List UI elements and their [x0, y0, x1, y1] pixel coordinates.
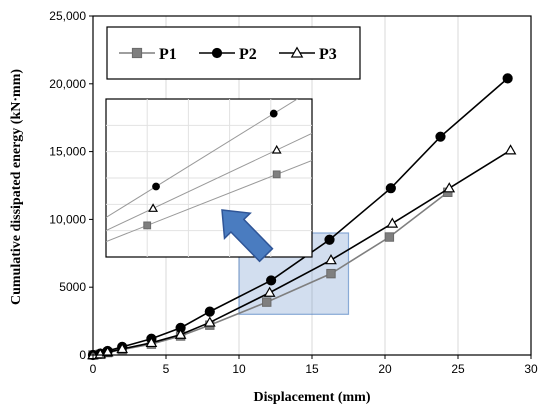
legend-label: P2 [239, 46, 257, 63]
y-axis-label: Cumulative dissipated energy (kN·mm) [9, 69, 24, 305]
inset-series-P3 [106, 132, 312, 232]
data-point [262, 297, 272, 307]
series-P3 [87, 144, 517, 360]
data-point [101, 346, 114, 357]
data-point [443, 182, 456, 193]
y-tick-label: 5000 [59, 280, 86, 294]
data-point [504, 144, 517, 155]
x-tick-label: 0 [90, 362, 97, 376]
data-point [326, 268, 336, 279]
data-point [384, 232, 395, 242]
y-tick-label: 10,000 [49, 212, 86, 226]
data-point [204, 306, 215, 317]
legend-item-P2: P2 [199, 46, 257, 63]
inset-panel [105, 98, 313, 258]
inset-data-point [143, 221, 152, 230]
data-point [266, 275, 277, 286]
inset-data-point [272, 170, 281, 179]
data-point [386, 217, 399, 228]
y-tick-label: 15,000 [49, 145, 86, 159]
legend-label: P1 [159, 46, 177, 63]
data-point [385, 183, 396, 194]
legend-marker [290, 46, 304, 58]
legend-marker [211, 47, 223, 59]
x-tick-label: 10 [232, 362, 246, 376]
legend-label: P3 [319, 46, 337, 63]
inset-line [106, 99, 299, 218]
inset-series-P1 [106, 159, 312, 243]
zoom-arrow-shape [221, 209, 274, 263]
inset-data-point [271, 144, 282, 154]
legend-item-P1: P1 [119, 46, 177, 63]
inset-series-P2 [106, 99, 299, 218]
data-point [145, 336, 158, 348]
x-tick-label: 20 [378, 362, 392, 376]
inset-data-point [152, 182, 160, 191]
x-tick-label: 15 [305, 362, 319, 376]
inset-data-point [148, 203, 159, 212]
data-point [502, 73, 513, 84]
data-point [325, 254, 337, 265]
zoom-arrow [221, 209, 274, 263]
y-tick-label: 20,000 [49, 77, 86, 91]
y-tick-label: 0 [79, 348, 86, 362]
x-tick-label: 5 [163, 362, 170, 376]
legend-marker [131, 47, 143, 59]
axes: 0 5 10 15 20 25 30 0 5000 10,000 15,000 20,000 25,00… [49, 9, 538, 376]
x-tick-label: 25 [451, 362, 465, 376]
data-point [174, 328, 187, 339]
inset-data-point [269, 109, 278, 118]
data-point [263, 286, 276, 297]
legend-item-P3: P3 [279, 46, 337, 63]
legend: P1 P2 P3 [106, 26, 361, 80]
x-axis-label: Displacement (mm) [253, 390, 370, 405]
data-point [203, 316, 216, 327]
data-point [116, 342, 129, 354]
y-tick-label: 25,000 [49, 9, 86, 23]
x-tick-label: 30 [524, 362, 538, 376]
data-point [435, 131, 446, 142]
data-point [324, 234, 335, 245]
series-lines [87, 73, 517, 361]
